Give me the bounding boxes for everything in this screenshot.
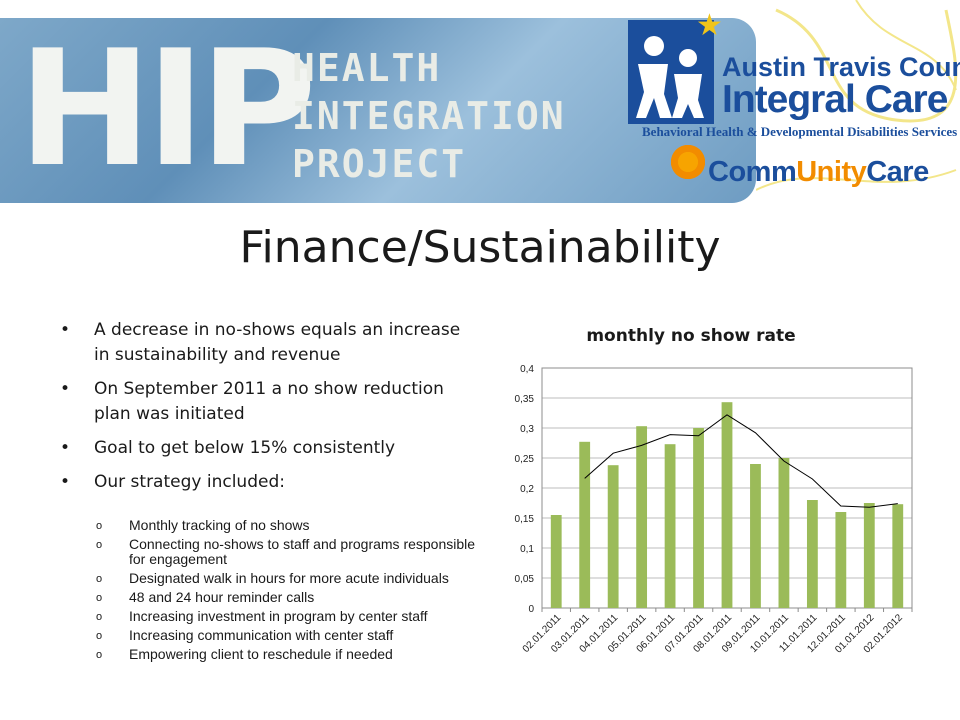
bullet-item: • On September 2011 a no show reduction p…	[58, 377, 478, 427]
communitycare-name: CommUnityCare	[708, 156, 929, 189]
y-tick-label: 0,1	[520, 544, 534, 555]
y-tick-label: 0,2	[520, 484, 534, 495]
y-tick-label: 0,4	[520, 364, 534, 375]
sub-bullet-symbol: o	[96, 539, 103, 551]
strategy-text: Monthly tracking of no shows	[129, 517, 310, 533]
sub-bullet-symbol: o	[96, 630, 103, 642]
chart-title: monthly no show rate	[586, 326, 796, 346]
y-tick-label: 0,25	[515, 454, 535, 465]
bar	[750, 464, 761, 608]
sub-bullet-symbol: o	[96, 520, 103, 532]
bullet-item: • Our strategy included:	[58, 470, 478, 495]
communitycare-name-part1: Comm	[708, 156, 797, 188]
strategy-item: o 48 and 24 hour reminder calls	[96, 590, 476, 605]
strategy-text: Increasing investment in program by cent…	[129, 608, 428, 624]
bullet-list: • A decrease in no-shows equals an increa…	[58, 318, 478, 504]
project-name-line1: HEALTH	[292, 46, 442, 90]
integral-care-logo: ★ Austin Travis County Integral Care Beh…	[628, 8, 960, 143]
bar	[806, 500, 818, 608]
strategy-item: o Designated walk in hours for more acute…	[96, 571, 476, 586]
people-icon	[636, 36, 704, 118]
bullet-text: A decrease in no-shows equals an increas…	[94, 320, 461, 365]
sub-bullet-symbol: o	[96, 649, 103, 661]
hip-logo-text: HIP	[18, 18, 317, 202]
bar	[863, 503, 875, 608]
communitycare-name-part3: Care	[866, 156, 929, 188]
bar	[693, 428, 704, 608]
strategy-list: o Monthly tracking of no shows o Connectin…	[96, 518, 476, 666]
bar	[835, 512, 847, 608]
communitycare-logo: CommUnityCare	[668, 140, 960, 200]
bar	[579, 441, 591, 608]
bullet-item: • A decrease in no-shows equals an increa…	[58, 318, 478, 368]
y-tick-label: 0,05	[515, 574, 535, 585]
no-show-rate-chart: 00,050,10,150,20,250,30,350,402.01.20110…	[515, 364, 913, 656]
bar	[778, 458, 790, 608]
star-icon: ★	[696, 8, 723, 43]
trendline	[584, 414, 898, 508]
bar	[892, 504, 904, 608]
bullet-item: • Goal to get below 15% consistently	[58, 436, 478, 461]
strategy-item: o Increasing investment in program by cen…	[96, 609, 476, 624]
bar	[664, 444, 676, 608]
slide-title: Finance/Sustainability	[239, 222, 721, 273]
integral-care-name-line2: Integral Care	[722, 78, 948, 121]
bullet-symbol: •	[60, 472, 71, 492]
strategy-text: Empowering client to reschedule if neede…	[129, 646, 393, 662]
strategy-text: Designated walk in hours for more acute …	[129, 570, 449, 586]
sun-icon	[668, 142, 708, 182]
integral-care-emblem	[628, 20, 714, 124]
bar	[636, 426, 648, 608]
strategy-text: Connecting no-shows to staff and program…	[129, 536, 476, 567]
bar	[607, 465, 619, 608]
bullet-symbol: •	[60, 379, 71, 399]
strategy-item: o Monthly tracking of no shows	[96, 518, 476, 533]
sub-bullet-symbol: o	[96, 611, 103, 623]
decorative-swirl	[756, 0, 958, 191]
communitycare-name-part2: Unity	[796, 156, 867, 188]
bullet-text: Our strategy included:	[94, 472, 285, 492]
y-tick-label: 0	[528, 604, 534, 615]
header-banner: HIP HEALTH INTEGRATION PROJECT ★ Austin …	[0, 0, 960, 203]
strategy-text: Increasing communication with center sta…	[129, 627, 394, 643]
strategy-text: 48 and 24 hour reminder calls	[129, 589, 315, 605]
bullet-text: Goal to get below 15% consistently	[94, 438, 396, 458]
strategy-item: o Empowering client to reschedule if need…	[96, 647, 476, 662]
integral-care-name-line1: Austin Travis County	[722, 52, 960, 82]
project-name-line3: PROJECT	[292, 142, 467, 186]
sub-bullet-symbol: o	[96, 592, 103, 604]
y-tick-label: 0,15	[515, 514, 535, 525]
bullet-symbol: •	[60, 320, 71, 340]
integral-care-tagline: Behavioral Health & Developmental Disabi…	[642, 124, 958, 139]
sub-bullet-symbol: o	[96, 573, 103, 585]
bullet-symbol: •	[60, 438, 71, 458]
bar	[550, 515, 562, 608]
bullet-text: On September 2011 a no show reduction pl…	[94, 379, 444, 424]
bar	[721, 402, 733, 608]
strategy-item: o Connecting no-shows to staff and progra…	[96, 537, 476, 567]
y-tick-label: 0,3	[520, 424, 534, 435]
strategy-item: o Increasing communication with center st…	[96, 628, 476, 643]
project-name-line2: INTEGRATION	[292, 94, 566, 138]
y-tick-label: 0,35	[515, 394, 535, 405]
